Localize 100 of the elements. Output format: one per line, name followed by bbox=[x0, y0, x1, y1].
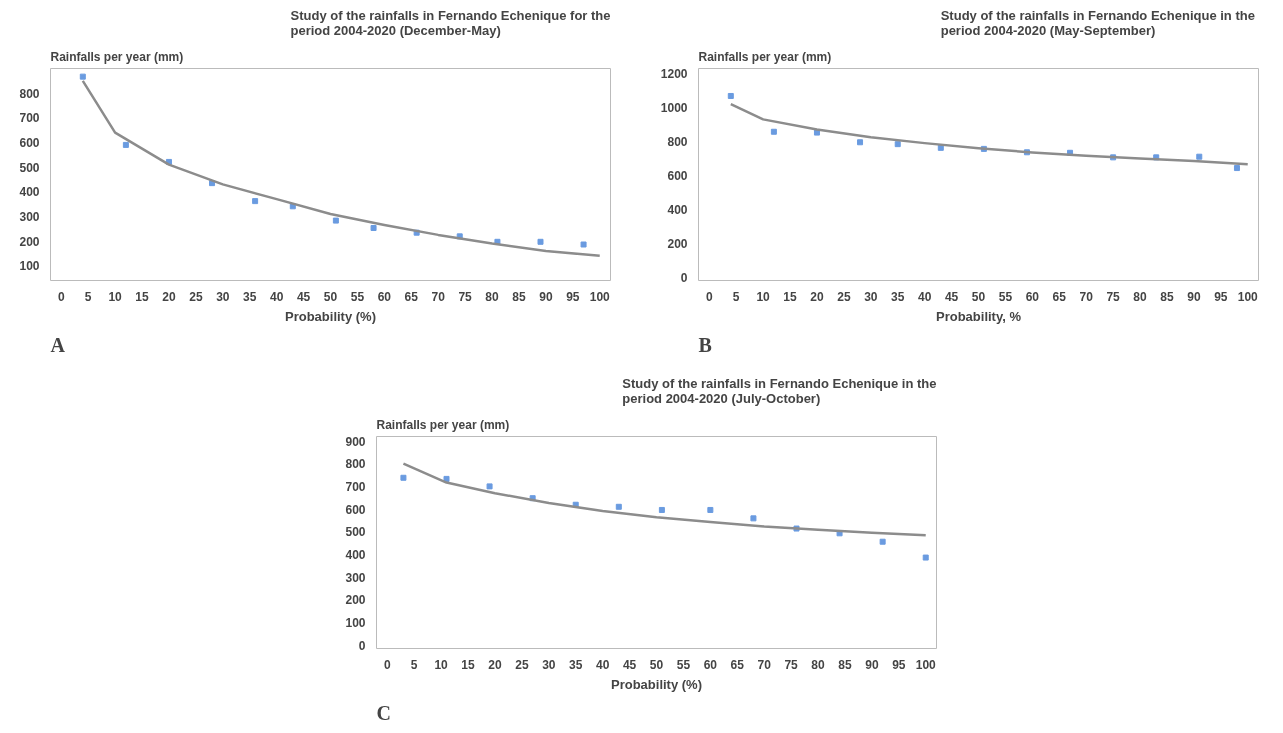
text: B bbox=[698, 333, 712, 356]
text: A bbox=[50, 333, 66, 356]
y-tick-label: 100 bbox=[345, 615, 366, 630]
x-tick-label: 100 bbox=[915, 657, 937, 672]
x-tick-label: 0 bbox=[57, 289, 65, 304]
x-tick-label: 15 bbox=[461, 657, 476, 672]
x-tick-label: 10 bbox=[108, 289, 123, 304]
chart-title: Study of the rainfalls in Fernando Echenique in the period 2004-2020 (May-September) bbox=[940, 7, 1255, 38]
y-tick-label: 500 bbox=[345, 525, 366, 540]
y-tick-label: 200 bbox=[19, 234, 40, 249]
x-tick-label: 35 bbox=[569, 657, 583, 672]
x-axis-title: Probability (%) bbox=[285, 308, 377, 324]
x-tick-label: 40 bbox=[269, 289, 284, 304]
x-tick-label: 30 bbox=[864, 289, 878, 304]
x-tick-label: 5 bbox=[732, 289, 740, 304]
x-tick-label: 20 bbox=[488, 657, 502, 672]
y-tick-label: 200 bbox=[667, 236, 688, 251]
y-tick-label: 0 bbox=[358, 638, 366, 653]
x-tick-label: 80 bbox=[1133, 289, 1148, 304]
x-tick-label: 90 bbox=[865, 657, 879, 672]
x-axis-title: Probability (%) bbox=[611, 676, 703, 692]
y-tick-label: 600 bbox=[19, 135, 40, 150]
x-tick-label: 65 bbox=[1052, 289, 1067, 304]
y-axis-title: Rainfalls per year (mm) bbox=[50, 49, 184, 64]
x-tick-label: 75 bbox=[458, 289, 473, 304]
y-tick-label: 800 bbox=[667, 134, 688, 149]
y-tick-label: 300 bbox=[19, 209, 40, 224]
y-tick-label: 800 bbox=[19, 86, 40, 101]
x-tick-label: 35 bbox=[243, 289, 257, 304]
x-tick-label: 60 bbox=[703, 657, 718, 672]
x-tick-label: 0 bbox=[705, 289, 713, 304]
y-tick-label: 900 bbox=[345, 434, 366, 449]
x-tick-label: 55 bbox=[998, 289, 1013, 304]
x-tick-label: 70 bbox=[431, 289, 446, 304]
x-tick-label: 25 bbox=[837, 289, 851, 304]
x-tick-label: 5 bbox=[84, 289, 92, 304]
x-tick-label: 70 bbox=[1079, 289, 1094, 304]
x-tick-label: 15 bbox=[135, 289, 150, 304]
x-tick-label: 75 bbox=[784, 657, 799, 672]
x-tick-label: 90 bbox=[539, 289, 553, 304]
x-tick-label: 80 bbox=[811, 657, 826, 672]
chart-title: Study of the rainfalls in Fernando Echenique in the period 2004-2020 (July-October) bbox=[622, 375, 937, 406]
x-tick-label: 80 bbox=[485, 289, 500, 304]
y-tick-label: 200 bbox=[345, 593, 366, 608]
x-tick-label: 30 bbox=[542, 657, 556, 672]
x-tick-label: 25 bbox=[189, 289, 203, 304]
y-tick-label: 600 bbox=[345, 502, 366, 517]
y-tick-label: 800 bbox=[345, 457, 366, 472]
x-tick-label: 40 bbox=[595, 657, 610, 672]
x-tick-label: 20 bbox=[810, 289, 824, 304]
x-tick-label: 100 bbox=[589, 289, 611, 304]
x-tick-label: 60 bbox=[377, 289, 392, 304]
x-tick-label: 95 bbox=[892, 657, 906, 672]
y-tick-label: 1200 bbox=[660, 67, 688, 82]
y-axis-title: Rainfalls per year (mm) bbox=[376, 417, 510, 432]
y-tick-label: 300 bbox=[345, 570, 366, 585]
x-tick-label: 85 bbox=[512, 289, 526, 304]
x-tick-label: 10 bbox=[756, 289, 771, 304]
x-tick-label: 40 bbox=[917, 289, 932, 304]
x-tick-label: 50 bbox=[649, 657, 664, 672]
x-tick-label: 45 bbox=[296, 289, 311, 304]
x-tick-label: 60 bbox=[1025, 289, 1040, 304]
y-tick-label: 0 bbox=[680, 270, 688, 285]
y-tick-label: 100 bbox=[19, 259, 40, 274]
x-tick-label: 55 bbox=[676, 657, 691, 672]
x-tick-label: 25 bbox=[515, 657, 529, 672]
y-tick-label: 700 bbox=[19, 111, 40, 126]
x-tick-label: 50 bbox=[323, 289, 338, 304]
x-tick-label: 65 bbox=[404, 289, 419, 304]
y-tick-label: 400 bbox=[667, 202, 688, 217]
y-tick-label: 700 bbox=[345, 479, 366, 494]
x-tick-label: 15 bbox=[783, 289, 798, 304]
x-tick-label: 85 bbox=[1160, 289, 1174, 304]
y-tick-label: 600 bbox=[667, 168, 688, 183]
x-tick-label: 45 bbox=[622, 657, 637, 672]
x-tick-label: 0 bbox=[383, 657, 391, 672]
x-tick-label: 30 bbox=[216, 289, 230, 304]
x-tick-label: 5 bbox=[410, 657, 418, 672]
y-tick-label: 400 bbox=[19, 185, 40, 200]
x-tick-label: 85 bbox=[838, 657, 852, 672]
x-tick-label: 95 bbox=[1214, 289, 1228, 304]
chart-title: Study of the rainfalls in Fernando Echenique for the period 2004-2020 (December-May) bbox=[290, 7, 611, 38]
y-tick-label: 400 bbox=[345, 547, 366, 562]
x-tick-label: 35 bbox=[891, 289, 905, 304]
x-tick-label: 20 bbox=[162, 289, 176, 304]
x-tick-label: 90 bbox=[1187, 289, 1201, 304]
x-tick-label: 10 bbox=[434, 657, 449, 672]
x-tick-label: 65 bbox=[730, 657, 745, 672]
x-tick-label: 100 bbox=[1237, 289, 1259, 304]
x-tick-label: 95 bbox=[566, 289, 580, 304]
y-axis-title: Rainfalls per year (mm) bbox=[698, 49, 832, 64]
x-tick-label: 75 bbox=[1106, 289, 1121, 304]
x-axis-title: Probability, % bbox=[936, 308, 1022, 324]
x-tick-label: 70 bbox=[757, 657, 772, 672]
x-tick-label: 55 bbox=[350, 289, 365, 304]
y-tick-label: 500 bbox=[19, 160, 40, 175]
x-tick-label: 45 bbox=[944, 289, 959, 304]
y-tick-label: 1000 bbox=[660, 101, 688, 116]
text: C bbox=[376, 701, 391, 724]
x-tick-label: 50 bbox=[971, 289, 986, 304]
